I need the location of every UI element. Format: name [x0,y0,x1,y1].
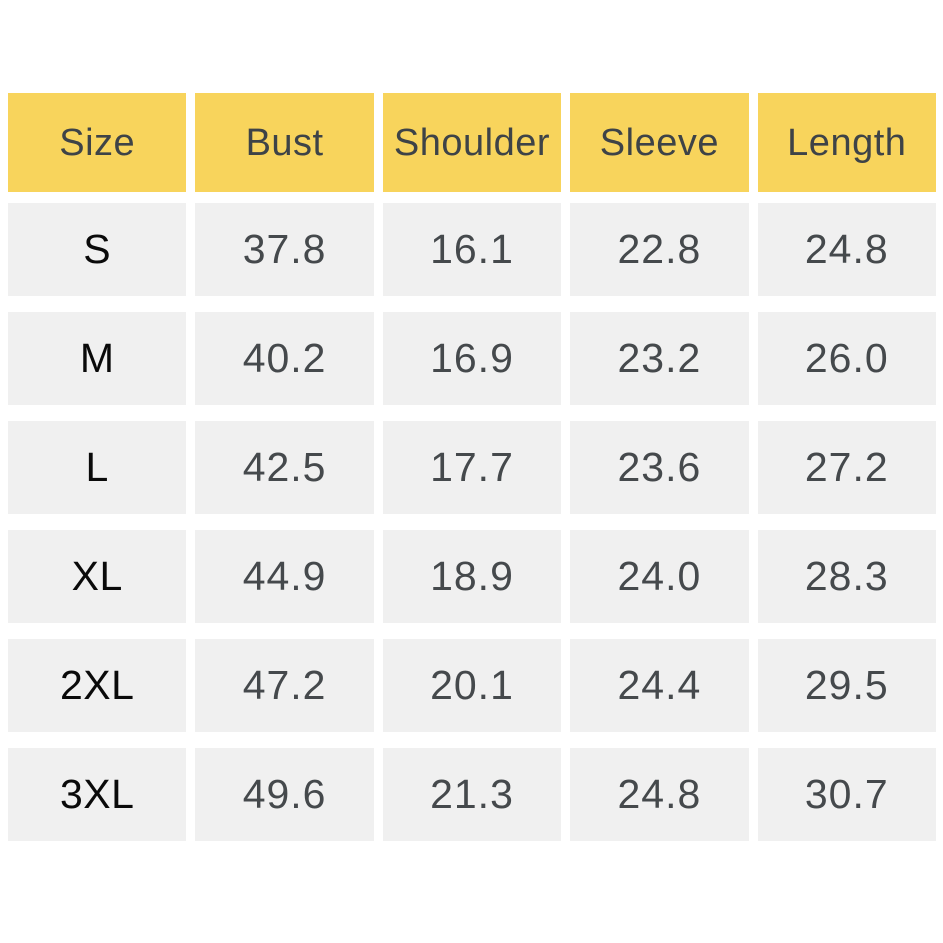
table-row: M 40.2 16.9 23.2 26.0 [8,312,936,405]
table-row: XL 44.9 18.9 24.0 28.3 [8,530,936,623]
length-cell: 27.2 [757,421,936,514]
sleeve-cell: 23.6 [570,421,749,514]
shoulder-cell: 21.3 [382,748,562,841]
bust-cell: 37.8 [195,203,374,296]
size-cell: XL [8,530,187,623]
length-cell: 29.5 [757,639,936,732]
bust-cell: 49.6 [195,748,374,841]
table-row: 3XL 49.6 21.3 24.8 30.7 [8,748,936,841]
size-cell: M [8,312,187,405]
header-cell-sleeve: Sleeve [570,93,749,192]
header-cell-shoulder: Shoulder [382,93,562,192]
table-row: 2XL 47.2 20.1 24.4 29.5 [8,639,936,732]
size-cell: S [8,203,187,296]
shoulder-cell: 18.9 [382,530,562,623]
length-cell: 28.3 [757,530,936,623]
shoulder-cell: 16.1 [382,203,562,296]
sleeve-cell: 23.2 [570,312,749,405]
header-cell-length: Length [757,93,936,192]
length-cell: 30.7 [757,748,936,841]
sleeve-cell: 24.8 [570,748,749,841]
table-row: L 42.5 17.7 23.6 27.2 [8,421,936,514]
bust-cell: 44.9 [195,530,374,623]
sleeve-cell: 24.4 [570,639,749,732]
size-cell: 2XL [8,639,187,732]
shoulder-cell: 17.7 [382,421,562,514]
size-chart-table: Size Bust Shoulder Sleeve Length S 37.8 … [8,93,936,841]
length-cell: 24.8 [757,203,936,296]
length-cell: 26.0 [757,312,936,405]
shoulder-cell: 16.9 [382,312,562,405]
bust-cell: 47.2 [195,639,374,732]
shoulder-cell: 20.1 [382,639,562,732]
size-cell: 3XL [8,748,187,841]
sleeve-cell: 24.0 [570,530,749,623]
table-header-row: Size Bust Shoulder Sleeve Length [8,93,936,192]
bust-cell: 40.2 [195,312,374,405]
bust-cell: 42.5 [195,421,374,514]
header-cell-size: Size [8,93,187,192]
size-cell: L [8,421,187,514]
table-row: S 37.8 16.1 22.8 24.8 [8,203,936,296]
sleeve-cell: 22.8 [570,203,749,296]
header-cell-bust: Bust [195,93,374,192]
